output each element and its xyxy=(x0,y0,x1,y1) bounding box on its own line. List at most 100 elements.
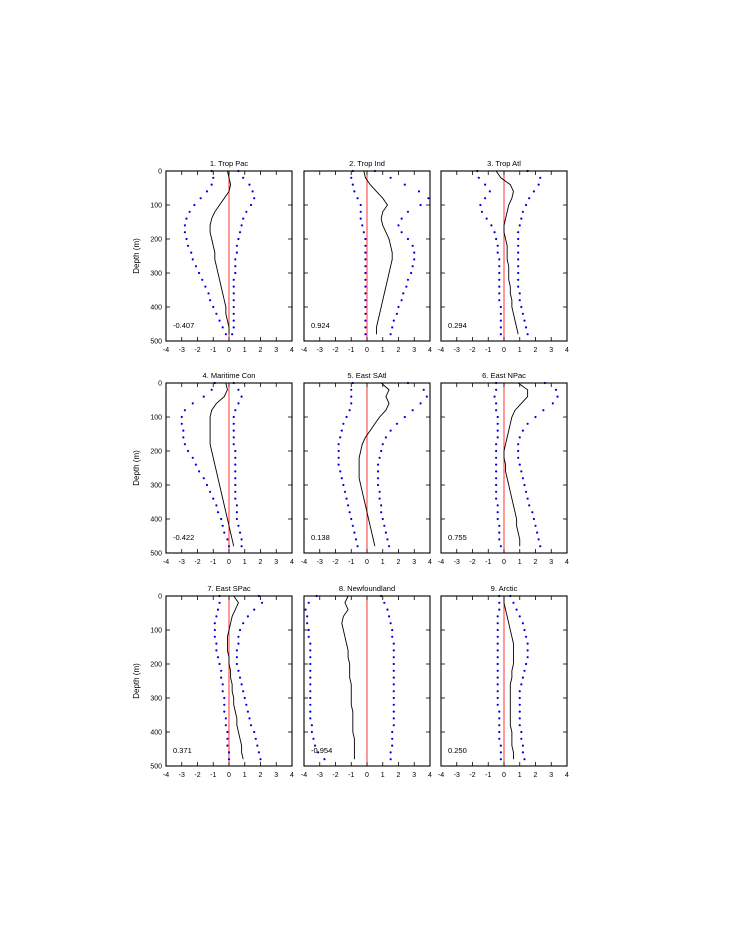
bound-point xyxy=(337,456,340,459)
bound-point xyxy=(495,409,498,412)
bound-point xyxy=(378,490,381,493)
bound-point xyxy=(364,237,367,241)
bound-point xyxy=(199,197,202,200)
bound-point xyxy=(323,758,326,761)
bound-point xyxy=(337,463,340,466)
bound-point xyxy=(518,703,521,706)
bound-point xyxy=(526,656,529,659)
bound-point xyxy=(498,531,501,534)
bound-point xyxy=(515,608,518,611)
panel-1: -4 -3 -2 -1 0 1 2 3 4 0 100 200 300 400 500 1. Trop Pac… xyxy=(132,159,294,354)
bound-point xyxy=(386,538,389,541)
mean-series-line xyxy=(226,595,244,760)
bound-point xyxy=(376,477,380,480)
bound-point xyxy=(526,642,529,645)
bound-point xyxy=(364,333,367,336)
bound-point xyxy=(524,203,528,207)
panel-value-label: 0.755 xyxy=(448,533,467,542)
x-tick-label: -1 xyxy=(210,772,216,779)
bound-point xyxy=(384,436,387,439)
y-tick-label: 100 xyxy=(150,415,162,422)
bound-point xyxy=(340,477,343,480)
bound-point xyxy=(238,231,242,234)
bound-point xyxy=(216,608,220,611)
bound-point xyxy=(309,662,312,666)
bound-point xyxy=(392,690,395,693)
upper-bound-series xyxy=(231,169,256,336)
x-tick-label: 2 xyxy=(534,559,538,566)
bound-point xyxy=(364,265,367,268)
x-tick-label: 4 xyxy=(290,772,294,779)
upper-bound-series xyxy=(380,594,395,761)
bound-point xyxy=(386,608,389,611)
x-tick-label: -3 xyxy=(179,772,185,779)
y-tick-label: 200 xyxy=(150,237,162,244)
bound-point xyxy=(389,333,392,336)
mean-series-line xyxy=(341,595,355,760)
bound-point xyxy=(528,504,531,507)
bound-point xyxy=(235,244,238,247)
bound-point xyxy=(535,531,539,534)
bound-point xyxy=(539,176,542,179)
bound-point xyxy=(232,319,235,322)
panel-value-label: -0.407 xyxy=(173,321,194,330)
upper-bound-series xyxy=(376,381,428,548)
bound-point xyxy=(518,224,521,227)
bound-point xyxy=(406,278,410,281)
bound-point xyxy=(392,703,395,706)
bound-point xyxy=(224,717,227,720)
bound-point xyxy=(400,299,403,302)
bound-point xyxy=(523,758,526,761)
bound-point xyxy=(521,429,525,432)
bound-point xyxy=(384,531,387,534)
y-axis-label: Depth (m) xyxy=(132,663,141,699)
x-tick-label: 0 xyxy=(365,559,369,566)
y-tick-label: 400 xyxy=(150,730,162,737)
bound-point xyxy=(496,422,499,425)
bound-point xyxy=(234,271,237,275)
bound-point xyxy=(234,449,237,453)
bound-point xyxy=(387,615,391,618)
x-tick-label: 3 xyxy=(549,347,553,354)
bound-point xyxy=(216,511,220,514)
bound-point xyxy=(191,402,194,405)
bound-point xyxy=(523,628,526,632)
bound-point xyxy=(517,278,520,281)
x-tick-label: 0 xyxy=(227,347,231,354)
x-tick-label: 1 xyxy=(518,347,522,354)
bound-point xyxy=(364,258,367,261)
bound-point xyxy=(226,538,229,541)
bound-point xyxy=(245,210,248,213)
bound-point xyxy=(185,237,188,241)
bound-point xyxy=(256,744,259,747)
bound-point xyxy=(517,244,520,247)
bound-point xyxy=(248,183,251,186)
bound-point xyxy=(392,662,395,666)
bound-point xyxy=(419,402,422,405)
bound-point xyxy=(186,244,190,247)
x-tick-label: 3 xyxy=(549,772,553,779)
x-tick-label: -2 xyxy=(469,559,475,566)
bound-point xyxy=(534,524,537,527)
bound-point xyxy=(186,449,190,453)
bound-point xyxy=(498,278,501,281)
bound-point xyxy=(496,429,499,432)
bound-point xyxy=(378,456,381,459)
y-tick-label: 100 xyxy=(150,628,162,635)
x-tick-label: 3 xyxy=(412,347,416,354)
bound-point xyxy=(242,690,245,693)
bound-point xyxy=(215,615,218,618)
bound-point xyxy=(197,271,201,275)
bound-point xyxy=(257,751,261,754)
bound-point xyxy=(232,443,235,446)
bound-point xyxy=(359,210,362,213)
bound-point xyxy=(499,312,502,315)
bound-point xyxy=(234,483,237,487)
bound-point xyxy=(350,517,353,521)
x-tick-label: 4 xyxy=(428,347,432,354)
x-tick-label: -3 xyxy=(454,772,460,779)
bound-point xyxy=(387,545,391,548)
bound-point xyxy=(518,299,521,302)
bound-point xyxy=(242,217,245,220)
bound-point xyxy=(498,608,501,611)
